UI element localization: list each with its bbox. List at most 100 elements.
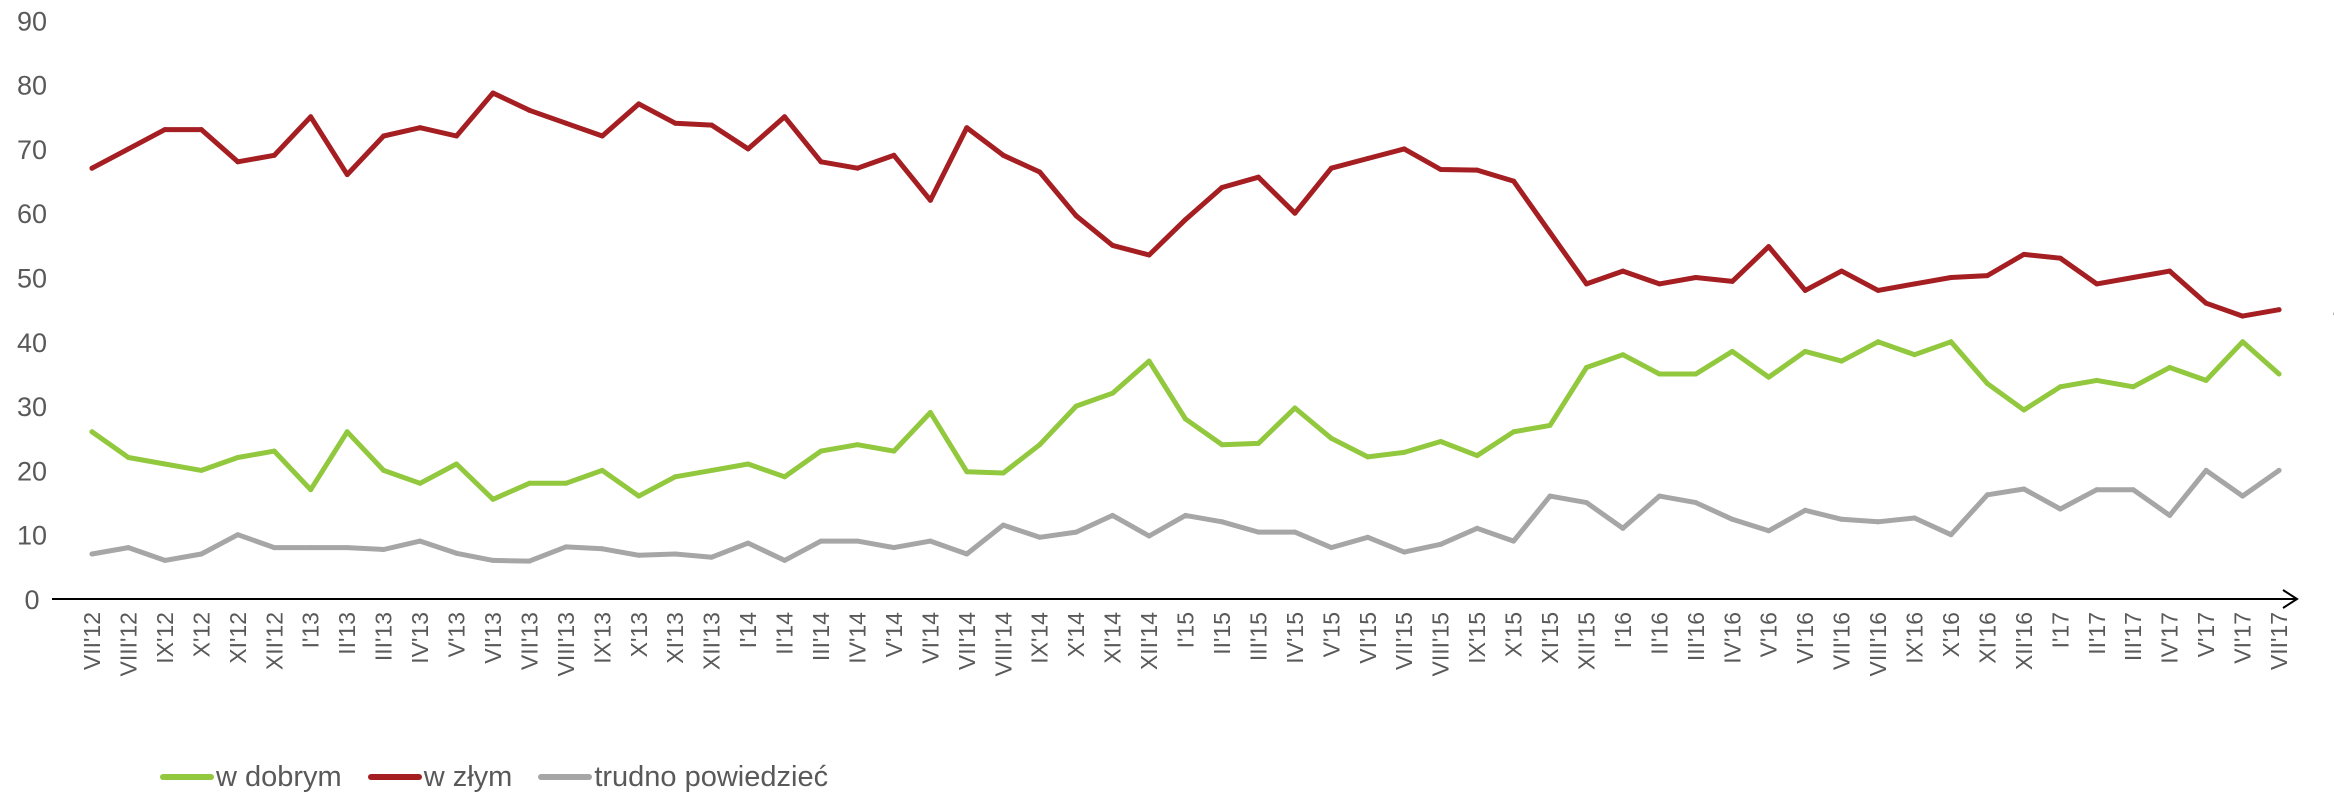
data-point bbox=[1584, 500, 1589, 506]
data-point bbox=[818, 448, 824, 454]
data-point bbox=[745, 540, 751, 546]
data-point bbox=[162, 557, 168, 563]
data-point bbox=[2130, 275, 2136, 280]
data-point bbox=[1802, 287, 1808, 293]
x-tick-label: XI'13 bbox=[662, 612, 688, 664]
data-point bbox=[1401, 146, 1407, 152]
legend-item: w złym bbox=[367, 761, 512, 794]
data-point bbox=[308, 487, 314, 493]
data-point bbox=[891, 545, 897, 551]
data-point bbox=[1511, 178, 1517, 184]
data-point bbox=[1984, 273, 1990, 279]
data-point bbox=[1292, 210, 1298, 216]
data-point bbox=[1073, 529, 1079, 535]
data-point bbox=[1110, 390, 1116, 396]
x-tick-label: II'16 bbox=[1646, 612, 1672, 655]
x-tick-label: IX'12 bbox=[152, 612, 178, 664]
data-point bbox=[1547, 230, 1553, 235]
data-point bbox=[709, 467, 715, 473]
data-point bbox=[1255, 174, 1261, 180]
data-point bbox=[381, 467, 387, 473]
legend-swatch bbox=[367, 774, 422, 780]
data-point bbox=[1766, 244, 1772, 250]
data-point bbox=[417, 125, 423, 131]
data-point bbox=[2021, 486, 2027, 492]
x-tick-label: I'16 bbox=[1610, 612, 1636, 648]
data-point bbox=[89, 165, 95, 171]
data-point bbox=[2240, 339, 2246, 345]
data-point bbox=[2276, 467, 2282, 473]
data-point bbox=[1328, 435, 1334, 441]
data-point bbox=[1620, 268, 1626, 274]
x-tick-label: VII'15 bbox=[1391, 612, 1417, 670]
data-point bbox=[490, 557, 496, 563]
data-point bbox=[2240, 313, 2246, 319]
data-point bbox=[1656, 371, 1662, 377]
x-tick-label: I'17 bbox=[2047, 612, 2073, 648]
data-point bbox=[599, 467, 605, 473]
data-point bbox=[855, 442, 860, 448]
x-tick-label: IV'17 bbox=[2157, 612, 2183, 664]
data-point bbox=[1000, 152, 1006, 158]
x-tick-label: XII'12 bbox=[261, 612, 287, 670]
data-point bbox=[782, 474, 788, 480]
data-point bbox=[1401, 549, 1407, 555]
data-point bbox=[271, 545, 277, 551]
x-tick-label: VI'16 bbox=[1792, 612, 1818, 664]
data-point bbox=[162, 127, 168, 133]
data-point bbox=[1875, 287, 1881, 293]
data-point bbox=[2167, 365, 2173, 370]
x-tick-label: X'14 bbox=[1063, 612, 1089, 658]
data-point bbox=[1073, 213, 1079, 219]
data-point bbox=[672, 474, 678, 480]
data-point bbox=[1693, 500, 1699, 506]
x-tick-label: III'17 bbox=[2120, 612, 2146, 661]
data-point bbox=[1839, 268, 1845, 274]
data-point bbox=[964, 469, 970, 475]
data-point bbox=[2094, 281, 2100, 287]
legend-swatch bbox=[538, 774, 593, 780]
data-point bbox=[599, 133, 605, 139]
data-point bbox=[125, 146, 131, 152]
data-point bbox=[927, 410, 933, 415]
x-tick-label: VII'17 bbox=[2266, 612, 2292, 670]
data-point bbox=[1255, 440, 1261, 446]
x-tick-label: III'16 bbox=[1683, 612, 1709, 661]
x-tick-label: IV'14 bbox=[844, 612, 870, 664]
data-point bbox=[964, 551, 970, 557]
data-point bbox=[1912, 515, 1917, 521]
x-tick-label: IX'14 bbox=[1027, 612, 1053, 664]
series-end-label: 45 bbox=[2333, 295, 2334, 327]
data-point bbox=[526, 480, 532, 486]
data-point bbox=[2130, 384, 2136, 390]
x-tick-label: IV'13 bbox=[407, 612, 433, 664]
data-point bbox=[672, 551, 678, 557]
data-point bbox=[855, 538, 860, 544]
x-tick-label: I'13 bbox=[298, 612, 324, 648]
data-point bbox=[1912, 352, 1917, 358]
data-point bbox=[344, 172, 350, 178]
data-point bbox=[563, 480, 569, 486]
data-point bbox=[2021, 407, 2027, 413]
data-point bbox=[1146, 252, 1152, 258]
x-tick-label: II'14 bbox=[772, 612, 798, 655]
data-point bbox=[454, 461, 459, 467]
x-axis-ticks: VII'12 VIII'12 IX'12 X'12 XI'12 XII'12 I'13 II'… bbox=[79, 612, 2292, 677]
data-point bbox=[636, 493, 642, 499]
series-end-labels: 20 35 45 bbox=[2333, 295, 2334, 488]
data-point bbox=[417, 480, 423, 486]
x-tick-label: XI'16 bbox=[1974, 612, 2000, 664]
data-point bbox=[2130, 487, 2136, 493]
data-point bbox=[1656, 281, 1662, 287]
data-point bbox=[1255, 529, 1261, 535]
data-point bbox=[745, 461, 751, 467]
data-point bbox=[782, 114, 788, 120]
data-point bbox=[1328, 545, 1334, 551]
x-tick-label: VIII'12 bbox=[115, 612, 141, 677]
x-tick-label: IX'16 bbox=[1902, 612, 1928, 664]
data-point bbox=[1183, 416, 1188, 422]
data-point bbox=[2057, 384, 2063, 390]
data-point bbox=[1438, 439, 1444, 444]
x-tick-label: IX'15 bbox=[1464, 612, 1490, 664]
